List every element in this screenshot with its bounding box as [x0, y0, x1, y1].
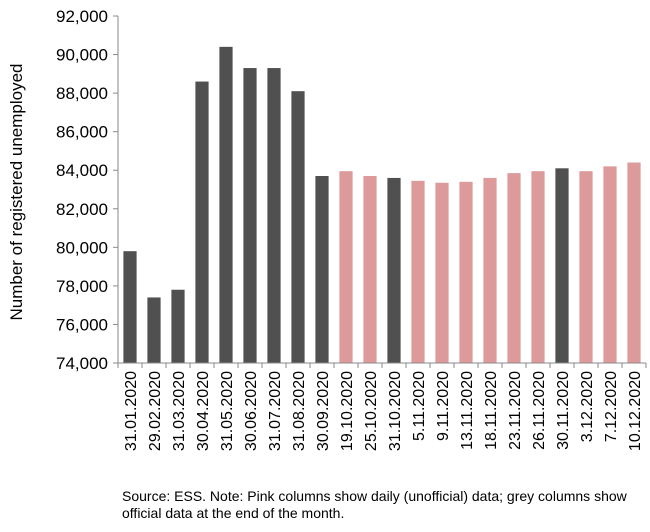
- x-tick-label: 30.11.2020: [555, 371, 572, 450]
- x-tick-label: 18.11.2020: [483, 371, 500, 450]
- bar: [267, 68, 281, 364]
- bar: [339, 171, 353, 363]
- bar-chart: Number of registered unemployed 74,000 76…: [7, 7, 647, 451]
- y-tick-label: 76,000: [56, 315, 108, 334]
- bar: [195, 81, 209, 364]
- source-note: Source: ESS. Note: Pink columns show dai…: [122, 488, 627, 521]
- x-tick-label: 29.02.2020: [147, 371, 164, 451]
- y-axis-title: Number of registered unemployed: [7, 63, 26, 320]
- y-tick-label: 80,000: [56, 238, 108, 257]
- bar: [459, 181, 473, 363]
- x-axis-ticks: 31.01.2020 29.02.2020 31.03.2020 30.04.2020…: [117, 363, 647, 451]
- bar: [435, 182, 449, 363]
- x-tick-label: 7.12.2020: [603, 371, 620, 442]
- bar: [291, 91, 305, 363]
- y-tick-label: 88,000: [56, 84, 108, 103]
- y-tick-label: 86,000: [56, 123, 108, 142]
- x-tick-label: 31.08.2020: [291, 371, 308, 451]
- x-tick-label: 19.10.2020: [339, 371, 356, 451]
- bar: [411, 180, 425, 363]
- y-tick-label: 92,000: [56, 7, 108, 26]
- x-tick-label: 9.11.2020: [435, 371, 452, 441]
- bar: [147, 297, 161, 363]
- x-tick-label: 31.03.2020: [171, 371, 188, 451]
- y-tick-label: 84,000: [56, 161, 108, 180]
- x-tick-label: 13.11.2020: [459, 371, 476, 450]
- x-tick-label: 5.11.2020: [411, 371, 428, 441]
- bar: [483, 177, 497, 363]
- bar: [555, 168, 569, 363]
- x-tick-label: 31.10.2020: [387, 371, 404, 451]
- x-tick-label: 31.01.2020: [123, 371, 140, 451]
- bar: [579, 171, 593, 363]
- y-tick-label: 90,000: [56, 46, 108, 65]
- y-axis-title-group: Number of registered unemployed: [7, 63, 26, 320]
- x-tick-label: 25.10.2020: [363, 371, 380, 451]
- bar: [603, 166, 617, 363]
- x-tick-label: 30.04.2020: [195, 371, 212, 451]
- x-tick-label: 31.05.2020: [219, 371, 236, 451]
- bar: [315, 176, 329, 363]
- x-tick-label: 30.09.2020: [315, 371, 332, 451]
- y-tick-label: 74,000: [56, 354, 108, 373]
- bar: [363, 176, 377, 363]
- bar: [171, 289, 185, 363]
- bars: [123, 46, 641, 364]
- x-tick-label: 31.07.2020: [267, 371, 284, 451]
- y-axis-ticks: 74,000 76,000 78,000 80,000 82,000 84,000 86,0…: [56, 7, 118, 373]
- bar: [219, 46, 233, 363]
- bar: [243, 68, 257, 364]
- bar: [627, 162, 641, 363]
- x-tick-label: 30.06.2020: [243, 371, 260, 451]
- x-tick-label: 10.12.2020: [627, 371, 644, 451]
- x-tick-label: 26.11.2020: [531, 371, 548, 450]
- x-tick-label: 23.11.2020: [507, 371, 524, 450]
- bar: [387, 177, 401, 363]
- bar: [507, 173, 521, 363]
- y-tick-label: 82,000: [56, 200, 108, 219]
- bar: [123, 251, 137, 363]
- bar: [531, 171, 545, 363]
- y-tick-label: 78,000: [56, 277, 108, 296]
- x-tick-label: 3.12.2020: [579, 371, 596, 442]
